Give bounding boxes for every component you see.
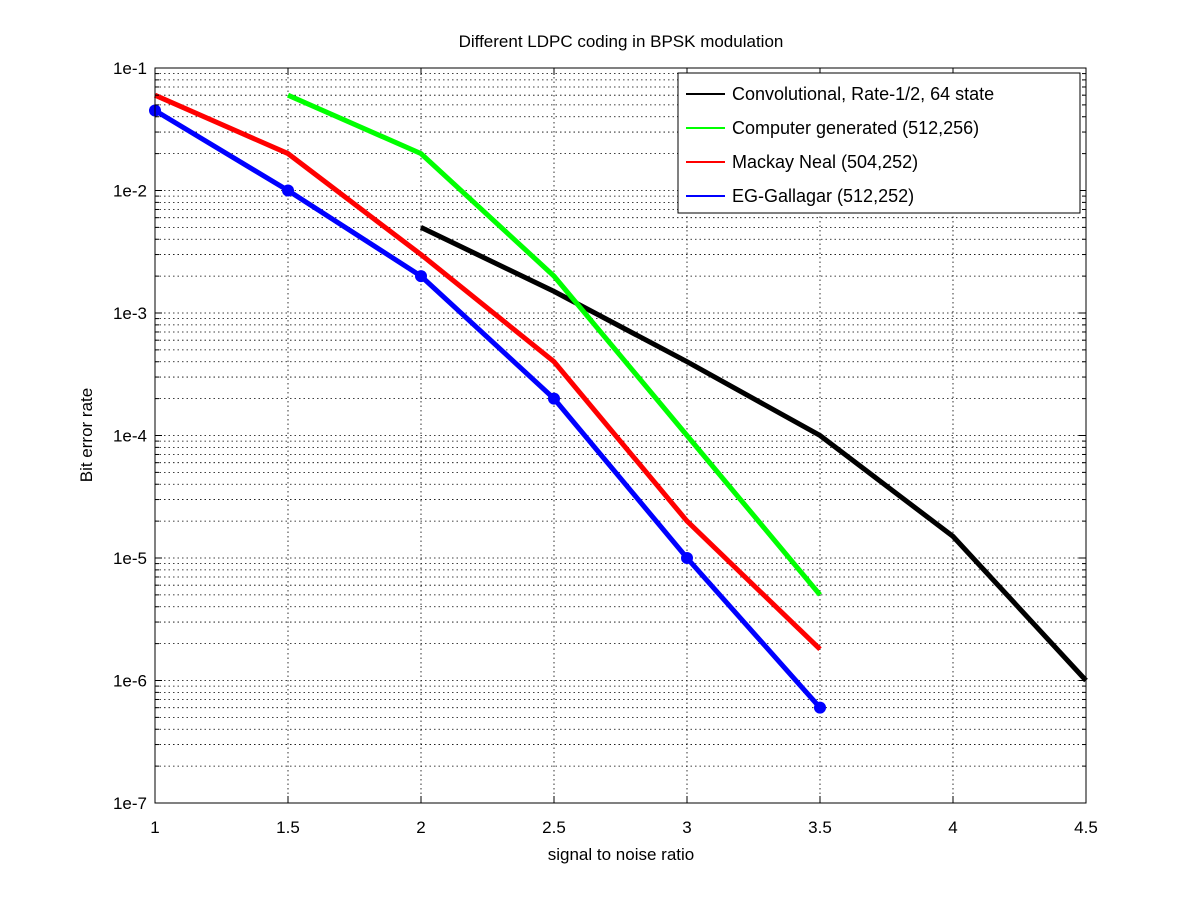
legend-box bbox=[677, 72, 1081, 214]
data-point bbox=[814, 701, 826, 714]
series-group bbox=[153, 92, 822, 652]
chart-title: Different LDPC coding in BPSK modulation bbox=[459, 32, 784, 51]
legend: Convolutional, Rate-1/2, 64 state Compute… bbox=[677, 72, 1081, 214]
y-tick-label: 1e-2 bbox=[113, 182, 147, 201]
tick-layer bbox=[154, 67, 1087, 804]
legend-label: Mackay Neal (504,252) bbox=[732, 152, 918, 172]
y-axis-label: Bit error rate bbox=[77, 388, 96, 482]
y-tick-label: 1e-6 bbox=[113, 672, 147, 691]
x-tick-label: 1 bbox=[150, 818, 159, 837]
data-point bbox=[282, 184, 294, 197]
series-line bbox=[153, 92, 822, 652]
y-tick-label: 1e-1 bbox=[113, 59, 147, 78]
x-tick-label: 4.5 bbox=[1074, 818, 1098, 837]
y-tick-label: 1e-7 bbox=[113, 794, 147, 813]
series-line bbox=[286, 92, 822, 597]
data-point bbox=[548, 392, 560, 405]
x-tick-label: 2 bbox=[416, 818, 425, 837]
data-point bbox=[681, 552, 693, 564]
series-group bbox=[149, 104, 826, 714]
legend-label: Convolutional, Rate-1/2, 64 state bbox=[732, 84, 994, 104]
x-tick-label: 2.5 bbox=[542, 818, 566, 837]
legend-label: EG-Gallagar (512,252) bbox=[732, 186, 914, 206]
y-tick-label: 1e-3 bbox=[113, 304, 147, 323]
y-tick-label: 1e-5 bbox=[113, 549, 147, 568]
x-tick-label: 4 bbox=[948, 818, 957, 837]
series-line bbox=[419, 225, 1088, 683]
x-tick-labels: 1 1.5 2 2.5 3 3.5 4 4.5 bbox=[150, 818, 1098, 837]
x-tick-label: 3.5 bbox=[808, 818, 832, 837]
y-tick-label: 1e-4 bbox=[113, 427, 147, 446]
x-tick-label: 1.5 bbox=[276, 818, 300, 837]
series-layer bbox=[149, 92, 1088, 714]
x-tick-label: 3 bbox=[682, 818, 691, 837]
series-group bbox=[286, 92, 822, 597]
y-tick-labels: 1e-7 1e-6 1e-5 1e-4 1e-3 1e-2 1e-1 bbox=[113, 59, 147, 813]
x-axis-label: signal to noise ratio bbox=[548, 845, 694, 864]
legend-label: Computer generated (512,256) bbox=[732, 118, 979, 138]
series-line bbox=[153, 108, 822, 710]
data-point bbox=[415, 270, 427, 283]
series-group bbox=[419, 225, 1088, 683]
